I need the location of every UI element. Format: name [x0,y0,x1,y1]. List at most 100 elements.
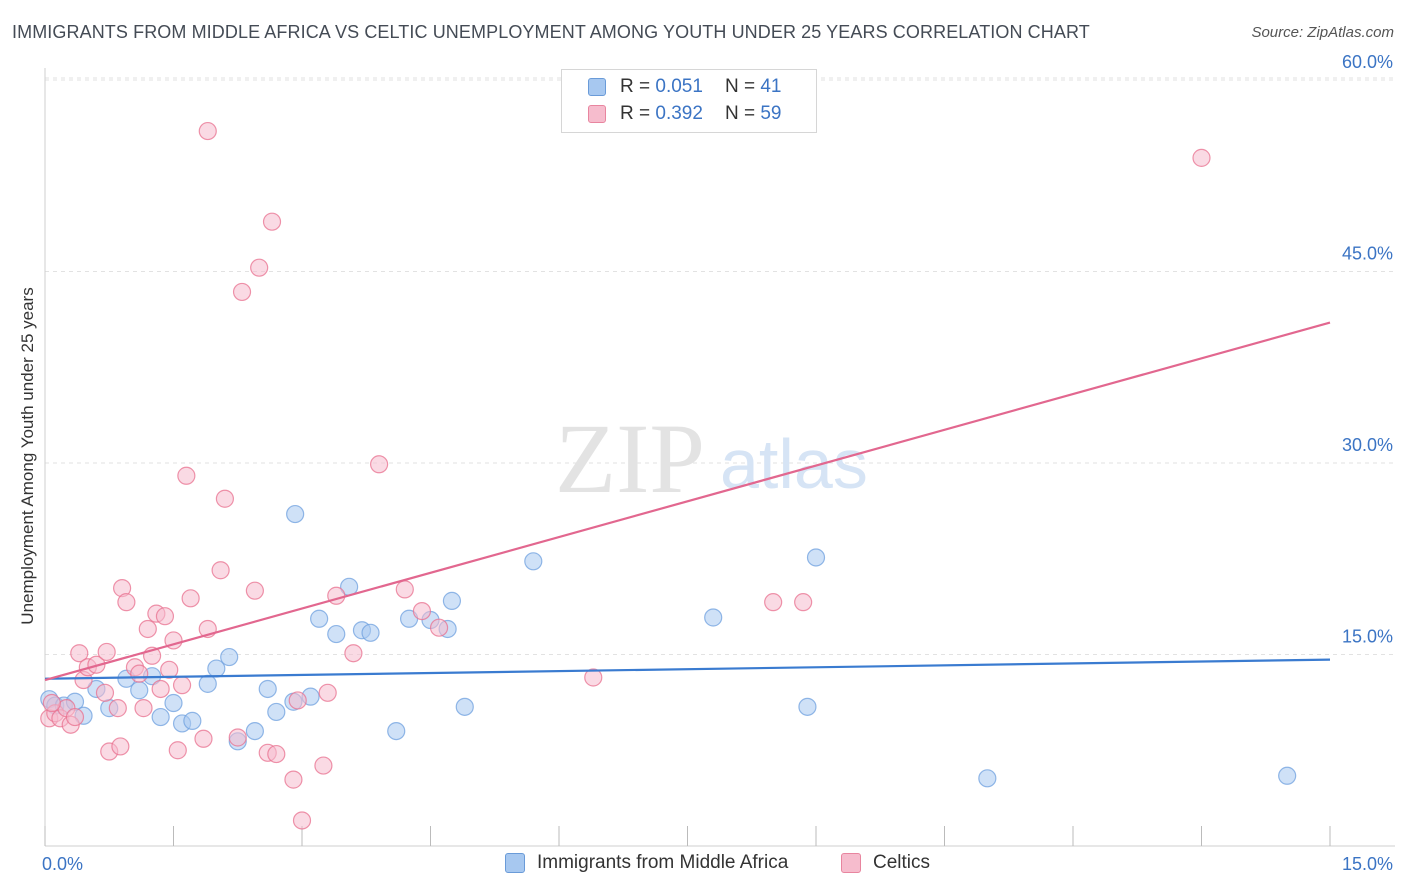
legend-r-value: 0.392 [655,103,703,124]
data-point [310,609,329,628]
data-point [429,618,449,637]
chart-title: IMMIGRANTS FROM MIDDLE AFRICA VS CELTIC … [12,22,1090,42]
data-point [370,455,389,474]
data-point [258,679,277,699]
series-celtics-points [40,121,1211,830]
data-point [361,623,380,642]
data-point [138,619,157,639]
data-point [798,697,817,716]
data-point [318,683,337,702]
data-point [181,589,200,608]
bottom-legend-label-celtics: Celtics [873,852,931,873]
data-point [211,561,230,580]
source-label: Source: ZipAtlas.com [1251,24,1394,41]
watermark: ZIP atlas [555,403,868,514]
bottom-legend-immigrants: Immigrants from Middle Africa [505,852,788,874]
data-point [584,668,603,687]
data-point [764,593,783,612]
legend-n-label: N = [724,76,756,97]
data-point [198,121,217,141]
y-tick-label: 60.0% [1342,52,1393,72]
data-point [155,607,175,626]
data-point [455,697,474,716]
grid-lines [45,77,1395,655]
data-point [108,699,127,718]
data-point [160,660,179,679]
data-point [111,737,130,756]
data-point [65,707,85,727]
data-point [232,282,252,302]
data-point [344,644,363,663]
data-point [524,552,543,571]
data-point [288,691,307,710]
data-point [130,681,149,700]
data-point [1192,148,1211,167]
data-point [198,674,217,693]
y-tick-label: 30.0% [1342,435,1393,455]
data-point [327,624,346,644]
data-point [267,702,286,722]
data-point [97,642,116,662]
legend-n-value: 59 [760,103,782,124]
watermark-zip: ZIP [555,403,705,514]
data-point [164,693,183,713]
x-tick-label: 15.0% [1342,854,1393,874]
legend-swatch-immigrants [588,78,606,96]
data-point [412,601,432,621]
data-point [95,683,115,702]
watermark-atlas: atlas [720,425,868,503]
data-point [42,693,61,713]
data-point [978,769,997,788]
data-point [220,647,239,667]
data-point [292,811,312,830]
data-point [183,711,202,730]
legend-row-celtics: R = 0.392 N = 59 [588,102,781,126]
data-point [228,728,247,747]
data-point [151,679,170,699]
legend-r-value: 0.051 [655,76,703,97]
trend-line [44,658,1331,680]
legend-box: R = 0.051 N = 41 R = 0.392 N = 59 [561,69,817,133]
data-point [250,258,269,277]
data-point [286,504,305,524]
data-point [442,591,462,610]
legend-swatch-celtics [588,105,606,123]
data-point [215,489,234,508]
data-point [284,770,303,789]
data-point [194,729,213,748]
legend-r-label: R = [620,76,651,97]
data-point [395,580,414,599]
legend-row-immigrants: R = 0.051 N = 41 [588,75,781,99]
y-tick-label: 45.0% [1342,244,1393,264]
data-point [314,756,333,775]
data-point [806,548,826,567]
data-point [387,721,406,741]
x-tick-label: 0.0% [42,854,83,874]
bottom-legend-label-immigrants: Immigrants from Middle Africa [537,852,789,873]
data-point [151,707,170,727]
data-point [794,593,813,612]
data-point [70,644,89,663]
data-point [245,581,264,600]
data-point [172,676,192,695]
trend-line [44,321,1331,682]
y-tick-label: 15.0% [1342,627,1393,647]
legend-n-value: 41 [760,76,782,97]
data-point [245,721,264,741]
bottom-legend-celtics: Celtics [841,852,930,874]
data-point [177,466,196,485]
data-point [704,608,723,627]
data-point [168,741,187,760]
tick-labels: 15.0% 30.0% 45.0% 60.0% 0.0% 15.0% [42,52,1393,874]
data-point [130,664,149,683]
axes [44,68,1395,847]
bottom-legend-swatch-celtics [841,853,861,873]
legend-n-label: N = [724,103,756,124]
data-point [1278,766,1297,785]
legend-r-label: R = [620,103,651,124]
y-axis-label: Unemployment Among Youth under 25 years [18,287,37,624]
trend-lines [44,321,1331,682]
data-point [267,744,286,764]
data-point [134,699,153,718]
